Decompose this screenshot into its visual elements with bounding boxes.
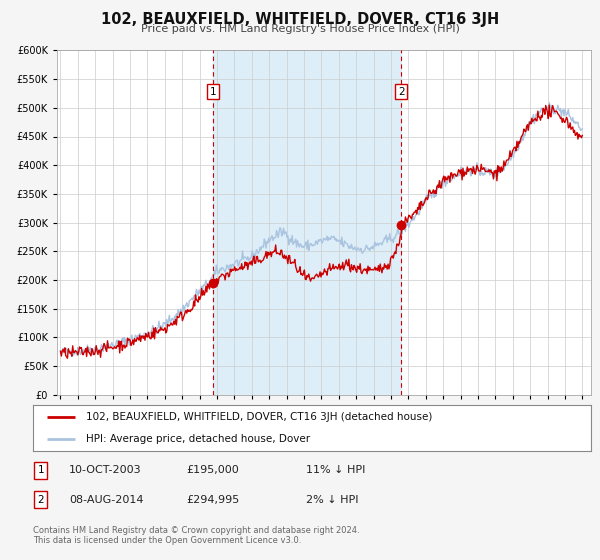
Text: 10-OCT-2003: 10-OCT-2003 xyxy=(69,465,142,475)
Text: Contains HM Land Registry data © Crown copyright and database right 2024.: Contains HM Land Registry data © Crown c… xyxy=(33,526,359,535)
Text: £195,000: £195,000 xyxy=(186,465,239,475)
Text: £294,995: £294,995 xyxy=(186,494,239,505)
Text: 102, BEAUXFIELD, WHITFIELD, DOVER, CT16 3JH: 102, BEAUXFIELD, WHITFIELD, DOVER, CT16 … xyxy=(101,12,499,27)
Text: 1: 1 xyxy=(210,87,217,97)
Text: 1: 1 xyxy=(37,465,44,475)
Text: 2% ↓ HPI: 2% ↓ HPI xyxy=(306,494,359,505)
Text: This data is licensed under the Open Government Licence v3.0.: This data is licensed under the Open Gov… xyxy=(33,536,301,545)
Text: 11% ↓ HPI: 11% ↓ HPI xyxy=(306,465,365,475)
Text: 2: 2 xyxy=(37,494,44,505)
Text: 102, BEAUXFIELD, WHITFIELD, DOVER, CT16 3JH (detached house): 102, BEAUXFIELD, WHITFIELD, DOVER, CT16 … xyxy=(86,412,433,422)
Text: 2: 2 xyxy=(398,87,405,97)
Bar xyxy=(214,50,401,395)
Text: Price paid vs. HM Land Registry's House Price Index (HPI): Price paid vs. HM Land Registry's House … xyxy=(140,24,460,34)
Text: 08-AUG-2014: 08-AUG-2014 xyxy=(69,494,143,505)
Text: HPI: Average price, detached house, Dover: HPI: Average price, detached house, Dove… xyxy=(86,435,310,444)
